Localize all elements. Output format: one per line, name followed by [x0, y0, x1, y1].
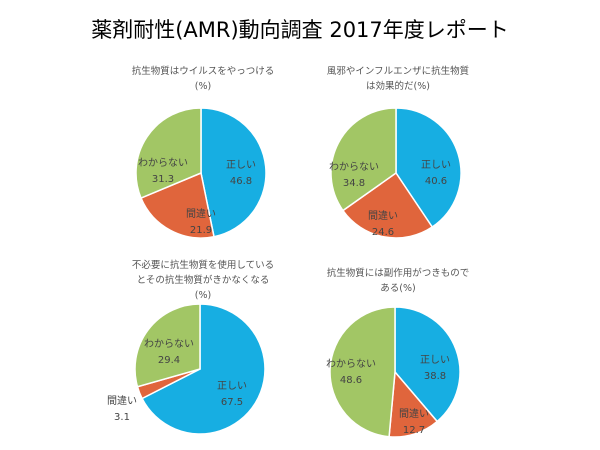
chart-title-line: 抗生物質には副作用がつきもので [326, 268, 470, 279]
chart-title-line: ある(%) [380, 283, 416, 294]
chart-title-line: は効果的だ(%) [366, 81, 430, 92]
slice-value-label: 3.1 [114, 412, 130, 423]
slice-value-label: 31.3 [152, 174, 174, 185]
slice-label: わからない [326, 358, 376, 370]
pie-slice [394, 306, 461, 423]
pie-slice [330, 107, 397, 212]
pie-slice [329, 306, 396, 438]
pie-slice [200, 107, 267, 238]
slice-value-label: 67.5 [221, 397, 243, 408]
pie-slice [135, 107, 202, 200]
chart-title-line: 風邪やインフルエンザに抗生物質 [326, 66, 470, 77]
slice-label: 間違い [107, 394, 137, 407]
chart-title-line: (%) [194, 81, 212, 92]
chart-title: 風邪やインフルエンザに抗生物質 は効果的だ(%) [298, 64, 498, 94]
page-title: 薬剤耐性(AMR)動向調査 2017年度レポート [91, 18, 509, 42]
chart-title: 抗生物質には副作用がつきもので ある(%) [298, 266, 498, 296]
chart-title-line: とその抗生物質がきかなくなる [136, 275, 270, 286]
slice-label: 正しい [226, 159, 256, 171]
slice-label: わからない [329, 161, 379, 173]
chart-title-line: 不必要に抗生物質を使用している [131, 260, 275, 271]
slice-label: 間違い [368, 209, 398, 222]
slice-label: 正しい [420, 354, 450, 366]
pie-slice [140, 171, 215, 239]
slice-value-label: 24.6 [372, 227, 394, 238]
chart-title: 抗生物質はウイルスをやっつける (%) [108, 64, 298, 94]
slice-label: 正しい [421, 159, 451, 171]
slice-value-label: 46.8 [230, 176, 252, 187]
pie-slice [141, 303, 266, 435]
pie-slice [341, 171, 434, 239]
slice-value-label: 38.8 [424, 371, 446, 382]
slice-value-label: 21.9 [190, 225, 212, 236]
slice-label: わからない [144, 338, 194, 350]
slice-value-label: 34.8 [343, 178, 365, 189]
slice-label: 間違い [186, 207, 216, 220]
slice-label: わからない [138, 157, 188, 169]
slice-label: 正しい [217, 380, 247, 392]
slice-label: 間違い [399, 407, 429, 420]
chart-title: 不必要に抗生物質を使用している とその抗生物質がきかなくなる (%) [108, 258, 298, 303]
slice-value-label: 12.7 [403, 425, 425, 436]
pie-slice [134, 303, 201, 388]
pie-slice [395, 107, 462, 229]
slice-value-label: 48.6 [340, 375, 362, 386]
slice-value-label: 29.4 [158, 355, 180, 366]
chart-title-line: (%) [194, 290, 212, 301]
chart-title-line: 抗生物質はウイルスをやっつける [131, 66, 275, 77]
slice-value-label: 40.6 [425, 176, 447, 187]
